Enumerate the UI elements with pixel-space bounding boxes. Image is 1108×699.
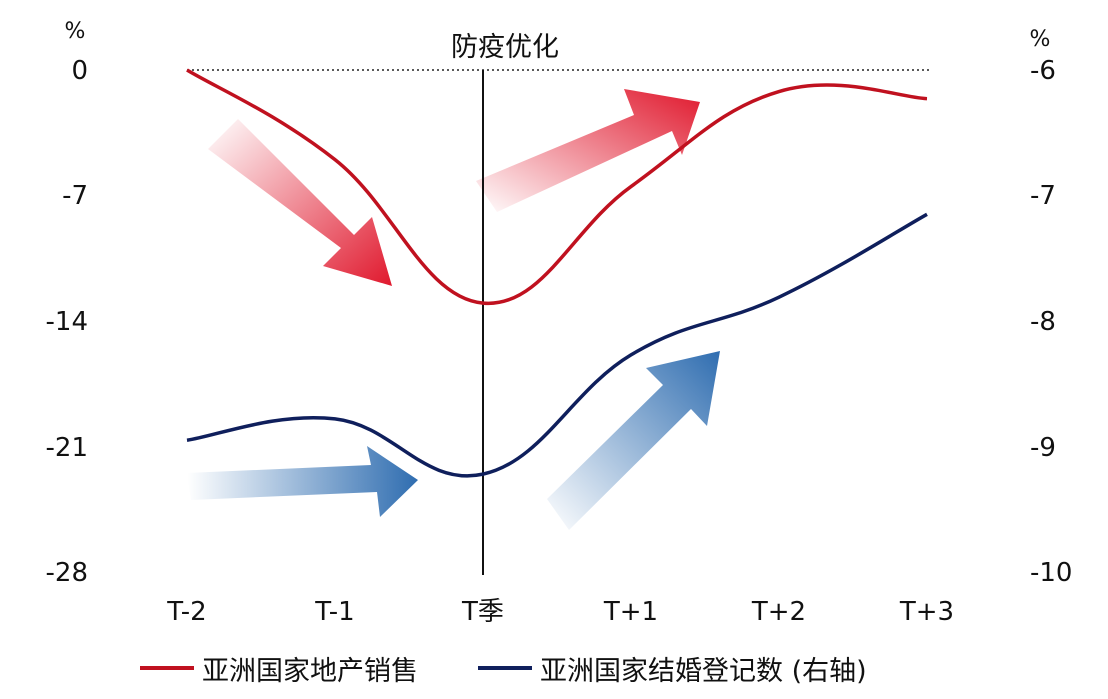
legend-swatch-navy: [478, 666, 532, 670]
left-axis-unit: %: [65, 19, 86, 44]
event-label: 防疫优化: [451, 32, 559, 63]
series-line-property-sales: [186, 68, 928, 305]
red-down-arrow: [208, 119, 392, 286]
x-axis: T-2 T-1 T季 T+1 T+2 T+3: [166, 597, 954, 627]
right-tick-label: -7: [1030, 181, 1056, 211]
right-axis: -6 -7 -8 -9 -10: [1030, 56, 1072, 588]
left-tick-label: -21: [46, 433, 88, 463]
category-label: T-1: [314, 597, 354, 627]
legend-item: 亚洲国家结婚登记数 (右轴): [478, 649, 867, 688]
series-line-marriage-registrations: [186, 212, 928, 478]
legend-item: 亚洲国家地产销售: [140, 649, 418, 688]
blue-right-arrow: [187, 446, 418, 517]
right-axis-unit: %: [1030, 27, 1051, 52]
category-label: T+2: [751, 597, 806, 627]
trend-arrows: [187, 89, 720, 530]
right-tick-label: -9: [1030, 433, 1056, 463]
right-tick-label: -6: [1030, 56, 1056, 86]
legend-swatch-red: [140, 666, 194, 670]
category-label: T季: [461, 597, 504, 627]
left-tick-label: -28: [46, 558, 88, 588]
left-axis: 0 -7 -14 -21 -28: [46, 56, 88, 588]
right-tick-label: -8: [1030, 307, 1056, 337]
legend-label: 亚洲国家地产销售: [202, 655, 418, 687]
left-tick-label: -14: [46, 307, 88, 337]
category-label: T+3: [899, 597, 954, 627]
left-tick-label: 0: [71, 56, 88, 86]
blue-up-arrow: [547, 351, 720, 530]
legend-label: 亚洲国家结婚登记数 (右轴): [540, 655, 867, 687]
category-label: T-2: [166, 597, 206, 627]
left-tick-label: -7: [62, 181, 88, 211]
legend: 亚洲国家地产销售 亚洲国家结婚登记数 (右轴): [140, 646, 867, 690]
category-label: T+1: [603, 597, 658, 627]
right-tick-label: -10: [1030, 558, 1072, 588]
red-up-arrow: [476, 89, 700, 212]
